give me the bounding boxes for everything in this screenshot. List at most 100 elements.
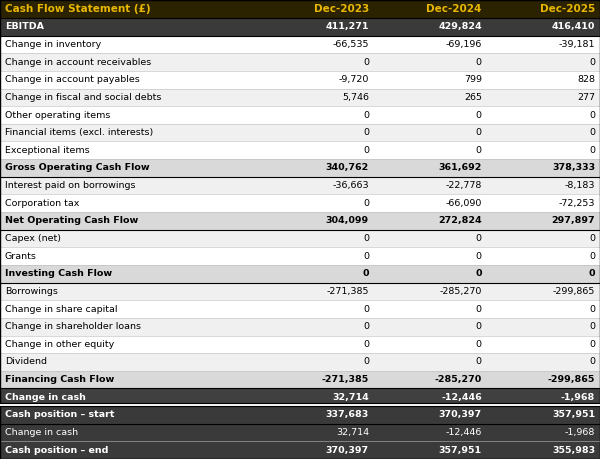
Text: 0: 0: [363, 199, 369, 208]
Text: 0: 0: [476, 252, 482, 261]
Text: -12,446: -12,446: [441, 393, 482, 402]
Text: EBITDA: EBITDA: [5, 22, 44, 31]
Text: 378,333: 378,333: [552, 163, 595, 173]
Text: Capex (net): Capex (net): [5, 234, 61, 243]
Bar: [0, 230, 600, 247]
Text: Gross Operating Cash Flow: Gross Operating Cash Flow: [5, 163, 149, 173]
Bar: [0, 406, 600, 424]
Text: -299,865: -299,865: [548, 375, 595, 384]
Text: -285,270: -285,270: [439, 287, 482, 296]
Text: 0: 0: [476, 358, 482, 366]
Text: 370,397: 370,397: [439, 410, 482, 420]
Text: 0: 0: [363, 305, 369, 313]
Bar: [0, 106, 600, 124]
Text: -22,778: -22,778: [445, 181, 482, 190]
Text: Cash position – start: Cash position – start: [5, 410, 114, 420]
Text: -299,865: -299,865: [553, 287, 595, 296]
Bar: [0, 442, 600, 459]
Text: 0: 0: [589, 358, 595, 366]
Text: -69,196: -69,196: [445, 40, 482, 49]
Text: 357,951: 357,951: [552, 410, 595, 420]
Text: Financial items (excl. interests): Financial items (excl. interests): [5, 128, 153, 137]
Text: 0: 0: [476, 146, 482, 155]
Text: Other operating items: Other operating items: [5, 111, 110, 119]
Bar: [0, 283, 600, 300]
Text: -66,535: -66,535: [332, 40, 369, 49]
Text: 337,683: 337,683: [326, 410, 369, 420]
Text: -271,385: -271,385: [326, 287, 369, 296]
Text: 355,983: 355,983: [552, 446, 595, 455]
Bar: [0, 36, 600, 53]
Text: 0: 0: [476, 111, 482, 119]
Text: -285,270: -285,270: [434, 375, 482, 384]
Text: 0: 0: [589, 234, 595, 243]
Bar: [0, 318, 600, 336]
Text: 0: 0: [476, 340, 482, 349]
Text: Change in cash: Change in cash: [5, 428, 78, 437]
Text: 0: 0: [363, 340, 369, 349]
Text: 361,692: 361,692: [439, 163, 482, 173]
Text: -271,385: -271,385: [322, 375, 369, 384]
Bar: [0, 0, 600, 18]
Text: 0: 0: [589, 146, 595, 155]
Text: 0: 0: [476, 128, 482, 137]
Text: Interest paid on borrowings: Interest paid on borrowings: [5, 181, 136, 190]
Bar: [0, 424, 600, 442]
Text: 0: 0: [363, 128, 369, 137]
Text: Change in inventory: Change in inventory: [5, 40, 101, 49]
Text: Net Operating Cash Flow: Net Operating Cash Flow: [5, 216, 138, 225]
Bar: [0, 265, 600, 283]
Text: 0: 0: [589, 269, 595, 278]
Text: Dec-2024: Dec-2024: [427, 4, 482, 14]
Text: 0: 0: [363, 234, 369, 243]
Text: Dec-2023: Dec-2023: [314, 4, 369, 14]
Text: 828: 828: [577, 75, 595, 84]
Text: 0: 0: [363, 358, 369, 366]
Text: -39,181: -39,181: [559, 40, 595, 49]
Text: Change in account receivables: Change in account receivables: [5, 57, 151, 67]
Text: -8,183: -8,183: [565, 181, 595, 190]
Text: 304,099: 304,099: [326, 216, 369, 225]
Text: 0: 0: [363, 322, 369, 331]
Text: 340,762: 340,762: [326, 163, 369, 173]
Text: 277: 277: [577, 93, 595, 102]
Bar: [0, 141, 600, 159]
Bar: [0, 159, 600, 177]
Text: 0: 0: [589, 111, 595, 119]
Text: -1,968: -1,968: [565, 428, 595, 437]
Bar: [0, 371, 600, 388]
Bar: [0, 124, 600, 141]
Bar: [0, 177, 600, 195]
Text: 0: 0: [589, 340, 595, 349]
Text: Borrowings: Borrowings: [5, 287, 58, 296]
Text: Change in share capital: Change in share capital: [5, 305, 118, 313]
Text: Change in fiscal and social debts: Change in fiscal and social debts: [5, 93, 161, 102]
Text: 0: 0: [589, 252, 595, 261]
Text: -36,663: -36,663: [332, 181, 369, 190]
Text: 0: 0: [589, 322, 595, 331]
Bar: [0, 195, 600, 212]
Bar: [0, 247, 600, 265]
Text: 0: 0: [363, 111, 369, 119]
Text: Change in cash: Change in cash: [5, 393, 86, 402]
Text: 272,824: 272,824: [438, 216, 482, 225]
Bar: [0, 71, 600, 89]
Text: 0: 0: [362, 269, 369, 278]
Text: 265: 265: [464, 93, 482, 102]
Bar: [0, 388, 600, 406]
Text: 5,746: 5,746: [342, 93, 369, 102]
Text: Grants: Grants: [5, 252, 37, 261]
Text: 0: 0: [363, 57, 369, 67]
Text: -72,253: -72,253: [559, 199, 595, 208]
Text: Financing Cash Flow: Financing Cash Flow: [5, 375, 114, 384]
Text: Dec-2025: Dec-2025: [540, 4, 595, 14]
Bar: [0, 89, 600, 106]
Bar: [0, 53, 600, 71]
Text: 416,410: 416,410: [552, 22, 595, 31]
Bar: [0, 300, 600, 318]
Bar: [0, 336, 600, 353]
Text: 0: 0: [589, 57, 595, 67]
Text: Cash Flow Statement (£): Cash Flow Statement (£): [5, 4, 151, 14]
Text: Dividend: Dividend: [5, 358, 47, 366]
Text: 0: 0: [476, 234, 482, 243]
